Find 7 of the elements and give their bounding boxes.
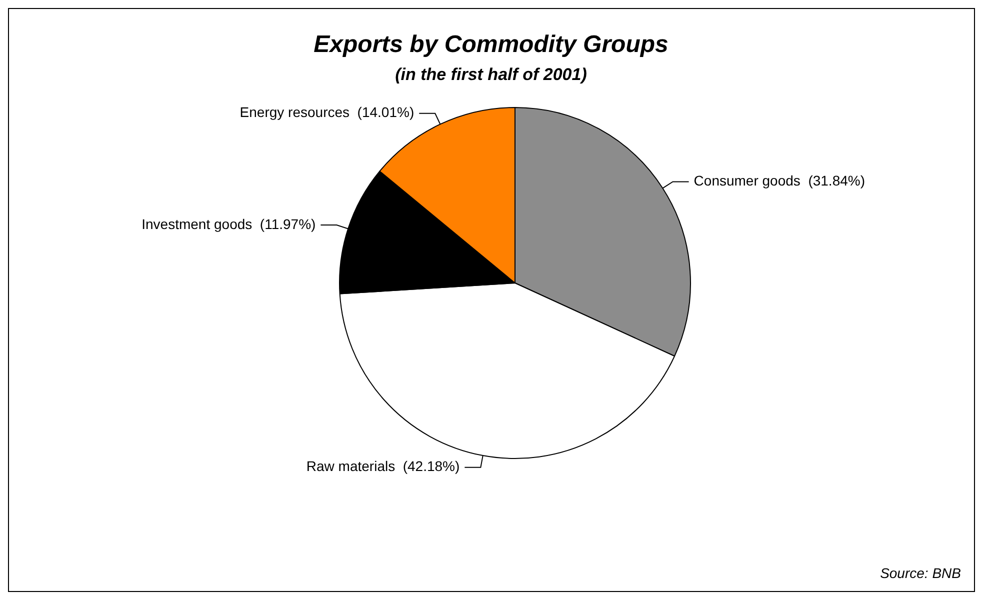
source-note: Source: BNB bbox=[880, 565, 961, 581]
slice-label: Energy resources (14.01%) bbox=[240, 104, 414, 120]
chart-title: Exports by Commodity Groups bbox=[314, 31, 668, 58]
slice-label: Consumer goods (31.84%) bbox=[694, 172, 866, 189]
slice-label: Raw materials (42.18%) bbox=[306, 458, 460, 474]
slice-label: Investment goods (11.97%) bbox=[142, 216, 316, 232]
chart-subtitle: (in the first half of 2001) bbox=[395, 65, 588, 84]
